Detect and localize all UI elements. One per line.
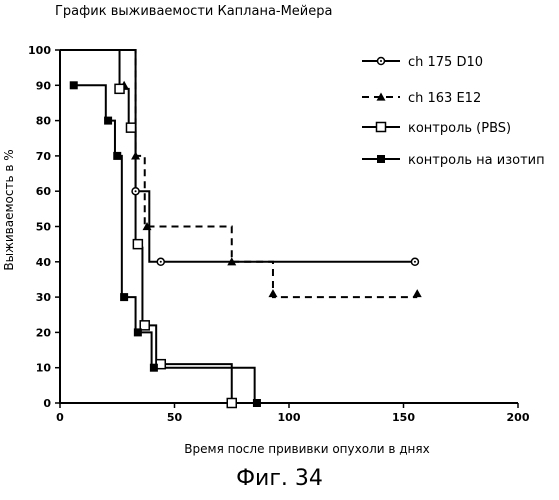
series-line-2 bbox=[60, 50, 417, 297]
y-tick-label: 100 bbox=[28, 44, 51, 57]
y-axis-label: Выживаемость в % bbox=[2, 149, 16, 270]
series-4-marker bbox=[70, 81, 78, 89]
legend-label-1: ch 175 D10 bbox=[408, 55, 483, 70]
x-tick-label: 200 bbox=[507, 411, 530, 424]
series-4-marker bbox=[150, 364, 158, 372]
series-3-marker bbox=[227, 399, 236, 408]
series-lines bbox=[60, 50, 417, 403]
series-3-marker bbox=[133, 240, 142, 249]
y-tick-label: 10 bbox=[36, 362, 52, 375]
legend-marker-3 bbox=[377, 123, 386, 132]
series-3-marker bbox=[126, 123, 135, 132]
figure-caption: Фиг. 34 bbox=[0, 466, 559, 491]
series-line-1 bbox=[60, 50, 415, 262]
x-tick-label: 150 bbox=[392, 411, 415, 424]
km-survival-chart: 0 10 20 30 40 50 60 70 80 90 100 0 50 100 150 200 ch 17… bbox=[0, 0, 559, 460]
x-tick-label: 50 bbox=[167, 411, 183, 424]
series-2-marker bbox=[268, 289, 277, 297]
series-2-marker bbox=[413, 289, 422, 297]
y-tick-label: 70 bbox=[36, 150, 52, 163]
series-4-marker bbox=[134, 328, 142, 336]
series-4-marker bbox=[253, 399, 261, 407]
y-tick-label: 50 bbox=[36, 221, 52, 234]
series-line-4 bbox=[74, 85, 255, 403]
series-4-marker bbox=[120, 293, 128, 301]
x-tick-label: 100 bbox=[278, 411, 301, 424]
legend: ch 175 D10 ch 163 E12 контроль (PBS) контро… bbox=[362, 55, 545, 168]
series-4-marker bbox=[113, 152, 121, 160]
series-1-marker-center bbox=[160, 261, 162, 263]
legend-label-3: контроль (PBS) bbox=[408, 121, 511, 136]
series-1-marker-center bbox=[414, 261, 416, 263]
x-axis-label: Время после прививки опухоли в днях bbox=[184, 442, 429, 456]
y-tick-label: 80 bbox=[36, 115, 52, 128]
y-tick-label: 90 bbox=[36, 79, 52, 92]
y-tick-label: 0 bbox=[43, 397, 51, 410]
legend-marker-1-center bbox=[380, 60, 382, 62]
y-tick-label: 30 bbox=[36, 291, 52, 304]
legend-label-2: ch 163 E12 bbox=[408, 91, 481, 106]
legend-marker-4 bbox=[377, 155, 385, 163]
y-tick-label: 60 bbox=[36, 185, 52, 198]
y-tick-label: 40 bbox=[36, 256, 52, 269]
series-4-marker bbox=[104, 117, 112, 125]
series-3-marker bbox=[115, 84, 124, 93]
y-tick-label: 20 bbox=[36, 326, 52, 339]
legend-label-4: контроль на изотип bbox=[408, 153, 545, 168]
series-1-marker-center bbox=[135, 190, 137, 192]
x-tick-label: 0 bbox=[56, 411, 64, 424]
